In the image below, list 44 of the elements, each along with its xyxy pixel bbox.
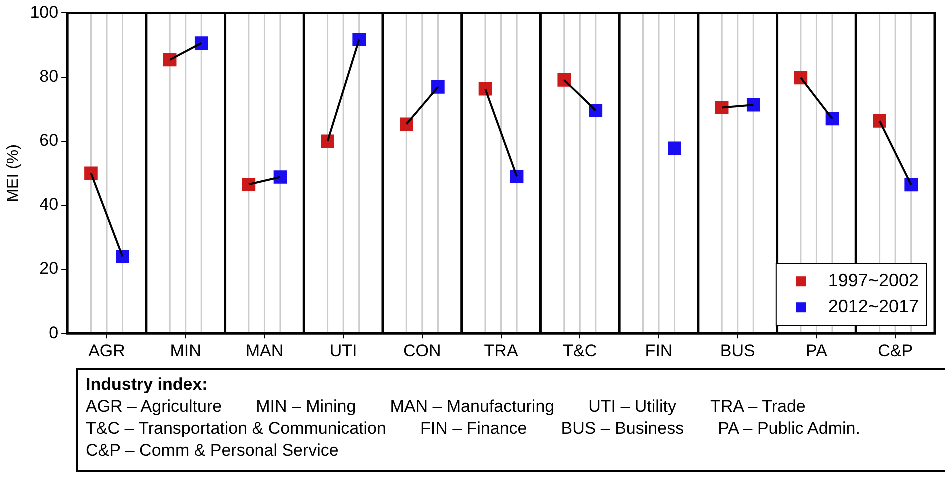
point <box>510 170 524 184</box>
text: BUS – Business <box>561 418 684 440</box>
text: PA – Public Admin. <box>718 418 860 440</box>
text: T&C – Transportation & Communication <box>86 418 386 440</box>
x-tick-label: TRA <box>484 341 519 360</box>
text: TRA – Trade <box>710 396 806 418</box>
y-tick-label: 80 <box>40 66 59 86</box>
x-tick-label: CON <box>404 341 442 360</box>
point <box>668 142 682 156</box>
x-tick-label: BUS <box>720 341 756 360</box>
y-tick-label: 60 <box>40 131 59 150</box>
text: AGR – Agriculture <box>86 396 222 418</box>
x-tick-label: T&C <box>563 341 598 360</box>
point <box>746 98 760 112</box>
x-tick-label: AGR <box>88 341 126 360</box>
point <box>84 166 98 180</box>
point <box>352 33 366 46</box>
text: FIN – Finance <box>420 418 528 440</box>
x-tick-label: MAN <box>246 341 284 360</box>
x-tick-label: C&P <box>878 341 914 360</box>
text: Industry index: <box>86 374 209 396</box>
y-tick-label: 20 <box>40 259 59 278</box>
point <box>715 101 729 114</box>
legend-label: 1997~2002 <box>828 270 919 291</box>
y-tick-label: 0 <box>49 323 59 342</box>
point <box>321 134 334 148</box>
x-tick-label: UTI <box>330 341 358 360</box>
y-tick-label: 40 <box>40 195 59 214</box>
point <box>873 114 886 128</box>
y-axis-title: MEI (%) <box>5 144 22 202</box>
x-tick-label: MIN <box>170 341 202 360</box>
y-tick-label: 100 <box>30 2 59 22</box>
point <box>116 250 130 264</box>
text: UTI – Utility <box>588 396 676 418</box>
point <box>242 178 256 192</box>
x-tick-label: PA <box>806 341 828 360</box>
text: C&P – Comm & Personal Service <box>86 440 339 462</box>
text: MAN – Manufacturing <box>390 396 555 418</box>
text: MIN – Mining <box>256 396 356 418</box>
legend-label: 2012~2017 <box>828 296 919 317</box>
point <box>274 170 288 184</box>
point <box>194 36 208 50</box>
point <box>904 178 918 192</box>
x-tick-label: FIN <box>645 341 673 360</box>
